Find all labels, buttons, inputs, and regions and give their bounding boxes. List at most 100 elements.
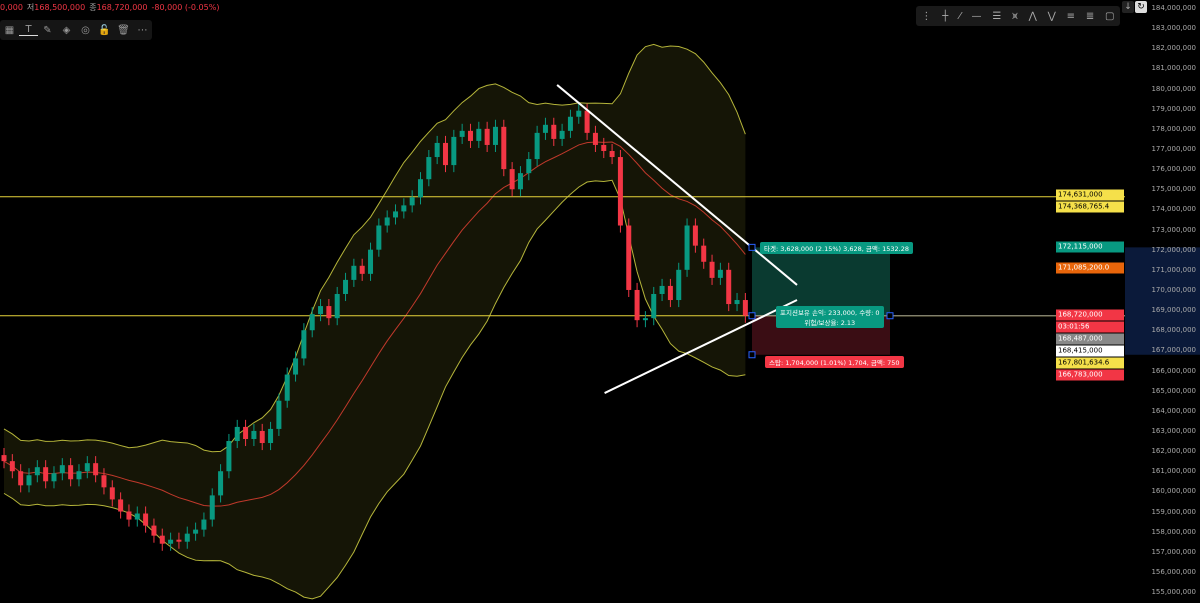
price-tag: 03:01:56 (1056, 321, 1124, 333)
position-axis-highlight (1125, 247, 1200, 355)
y-tick-label: 168,000,000 (1151, 326, 1196, 335)
crosshair-icon[interactable]: ┼ (942, 10, 949, 22)
more-icon[interactable]: ⋯ (137, 24, 148, 36)
short-position-icon[interactable]: ≣ (1085, 10, 1095, 22)
position-info-label: 포지션보유 손익: 233,000, 수량: 0 위험/보상율: 2.13 (776, 305, 884, 328)
candle (134, 513, 140, 520)
candle (276, 400, 282, 429)
candle (259, 430, 265, 444)
arrow-down-icon[interactable]: ↓ (1122, 1, 1134, 13)
candle (584, 110, 590, 133)
fill-icon[interactable]: ◈ (62, 24, 71, 36)
y-tick-label: 160,000,000 (1151, 487, 1196, 496)
target-label: 타겟: 3,628,000 (2.15%) 3,628, 금액: 1532.28 (760, 242, 913, 255)
y-tick-label: 176,000,000 (1151, 165, 1196, 174)
candle (509, 169, 515, 190)
horizontal-line-icon[interactable]: — (971, 10, 982, 22)
candle (1, 455, 7, 462)
candle (517, 173, 523, 190)
close-value: 168,720,000 (96, 3, 148, 12)
ohlc-readout: 0,000 저168,500,000 종168,720,000 -80,000 (-0… (0, 2, 223, 13)
y-tick-label: 169,000,000 (1151, 306, 1196, 315)
candle (76, 471, 82, 480)
candle (351, 265, 357, 280)
candle (742, 300, 748, 316)
candle (118, 499, 124, 512)
candle (384, 217, 390, 226)
candle (209, 495, 215, 520)
candle (667, 285, 673, 301)
candle (717, 269, 723, 278)
candle (401, 205, 407, 212)
candle (534, 132, 540, 160)
risk-reward-text: 위험/보상율: 2.13 (804, 318, 856, 327)
candle (442, 142, 448, 166)
y-tick-label: 163,000,000 (1151, 426, 1196, 435)
candle (68, 465, 74, 480)
candle (576, 110, 582, 117)
candle (592, 132, 598, 145)
text-icon[interactable]: T (19, 24, 38, 36)
parallel-channel-icon[interactable]: ☰ (992, 10, 1002, 22)
price-tag: 174,631,000 (1056, 189, 1124, 201)
refresh-icon[interactable]: ↻ (1135, 1, 1147, 13)
candle (51, 473, 57, 482)
candle (601, 144, 607, 151)
brush-icon[interactable]: ✎ (43, 24, 52, 36)
candle (709, 261, 715, 278)
price-tag: 168,487,000 (1056, 333, 1124, 345)
candle (126, 511, 132, 520)
trash-icon[interactable]: 🗑 (117, 24, 130, 36)
candle (501, 126, 507, 170)
candle (376, 225, 382, 250)
candle (426, 157, 432, 180)
long-position-icon[interactable]: ≡ (1066, 10, 1076, 22)
y-tick-label: 178,000,000 (1151, 124, 1196, 133)
price-tag: 168,415,000 (1056, 345, 1124, 357)
candle (343, 279, 349, 294)
candle (218, 471, 224, 496)
candle (59, 465, 65, 474)
candle (734, 300, 740, 305)
candle (26, 475, 32, 486)
candle (334, 293, 340, 319)
candle (101, 475, 107, 488)
candle (559, 130, 565, 139)
drag-handle (748, 243, 756, 251)
candle (243, 426, 249, 439)
candle (43, 467, 49, 482)
candle (18, 471, 24, 486)
y-tick-label: 170,000,000 (1151, 285, 1196, 294)
lock-icon[interactable]: 🔓 (98, 24, 111, 36)
candle (293, 358, 299, 375)
drag-handle (886, 312, 894, 320)
candle (284, 374, 290, 401)
rectangle-icon[interactable]: ▢ (1105, 10, 1115, 22)
layout-icon[interactable]: ▦ (4, 24, 15, 36)
candle (84, 463, 90, 472)
candle (184, 533, 190, 542)
candle (193, 529, 199, 534)
candle (434, 142, 440, 158)
pattern-icon[interactable]: ⩙ (1012, 10, 1018, 22)
trend-line-icon[interactable]: ⁄ (959, 10, 961, 22)
candle (309, 314, 315, 331)
candle (93, 463, 99, 476)
y-tick-label: 164,000,000 (1151, 406, 1196, 415)
candle (701, 245, 707, 262)
candle (234, 426, 240, 442)
candle (409, 197, 415, 206)
xabcd-icon[interactable]: ⋀ (1028, 10, 1037, 22)
y-tick-label: 155,000,000 (1151, 588, 1196, 597)
close-label: 종 (89, 3, 97, 12)
y-tick-label: 157,000,000 (1151, 547, 1196, 556)
y-tick-label: 158,000,000 (1151, 527, 1196, 536)
y-tick-label: 166,000,000 (1151, 366, 1196, 375)
trend-line (556, 84, 798, 286)
elliott-wave-icon[interactable]: ⋁ (1047, 10, 1056, 22)
drawing-toolbar: ▦ T ✎ ◈ ◎ 🔓 🗑 ⋯ (0, 20, 152, 40)
drag-handle-icon[interactable]: ⋮ (921, 10, 932, 22)
y-tick-label: 179,000,000 (1151, 104, 1196, 113)
eye-icon[interactable]: ◎ (81, 24, 90, 36)
